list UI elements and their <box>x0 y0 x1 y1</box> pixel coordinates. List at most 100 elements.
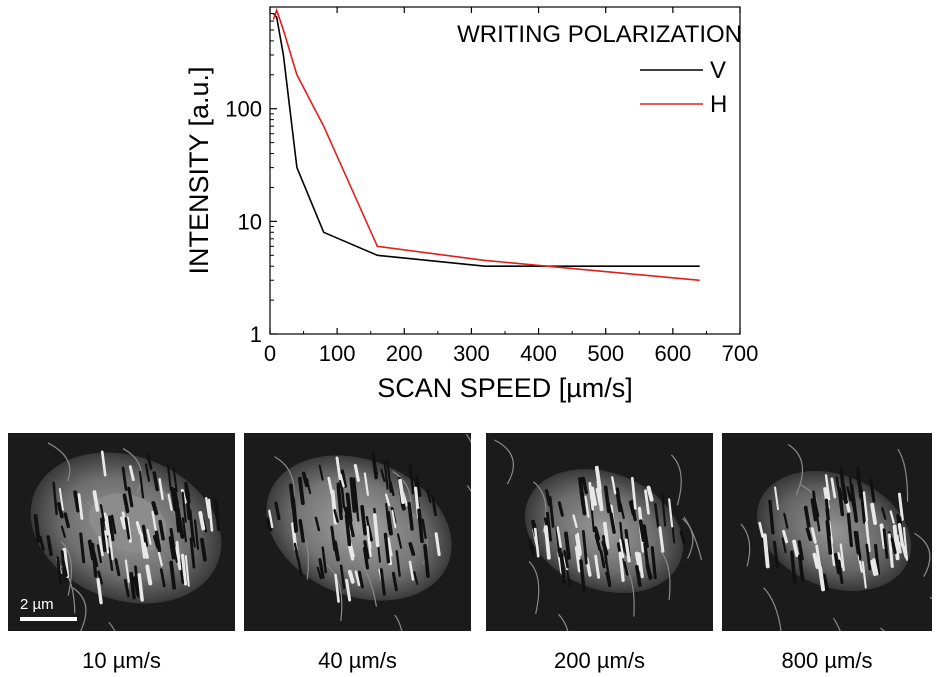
nanograting-groove <box>758 521 764 538</box>
nanograting-groove <box>584 495 590 518</box>
nanograting-groove <box>839 543 845 572</box>
nanograting-groove <box>60 525 66 538</box>
nanograting-groove <box>100 450 107 477</box>
nanograting-groove <box>144 463 151 482</box>
nanograting-groove <box>119 516 126 530</box>
nanograting-groove <box>134 565 140 598</box>
nanograting-groove <box>141 524 149 548</box>
nanograting-groove <box>384 493 391 507</box>
nanograting-groove <box>642 524 649 549</box>
nanograting-groove <box>318 464 324 481</box>
nanograting-groove <box>762 533 770 569</box>
nanograting-groove <box>97 570 104 585</box>
nanograting-groove <box>92 490 100 512</box>
nanograting-groove <box>63 512 70 529</box>
nanograting-groove <box>293 542 300 561</box>
nanograting-groove <box>661 492 667 527</box>
nanograting-groove <box>588 481 595 511</box>
nanograting-groove <box>349 477 357 513</box>
surface-ripple <box>682 518 694 559</box>
x-tick-label-300: 300 <box>453 341 490 366</box>
nanograting-groove <box>184 482 191 504</box>
nanograting-groove <box>347 544 355 561</box>
nanograting-groove <box>334 573 340 603</box>
nanograting-groove <box>833 552 841 575</box>
nanograting-groove <box>103 512 110 536</box>
nanograting-groove <box>825 519 833 555</box>
nanograting-groove <box>167 493 173 512</box>
surface-ripple <box>72 587 87 631</box>
nanograting-groove <box>619 521 625 554</box>
nanograting-groove <box>768 499 775 535</box>
nanograting-groove <box>563 550 569 569</box>
surface-ripple <box>324 562 343 622</box>
nanograting-groove <box>158 478 164 501</box>
sem-texture <box>740 444 932 631</box>
nanograting-groove <box>108 532 114 561</box>
surface-ripple <box>558 613 569 631</box>
nanograting-groove <box>274 501 281 521</box>
scale-bar <box>20 617 77 621</box>
nanograting-groove <box>345 492 353 523</box>
y-tick-label-10: 10 <box>238 209 262 234</box>
nanograting-groove <box>556 526 562 548</box>
nanograting-groove <box>189 537 196 569</box>
nanograting-groove <box>896 534 902 554</box>
plot-frame <box>269 6 741 335</box>
nanograting-groove <box>881 507 887 520</box>
nanograting-groove <box>630 499 637 522</box>
nanograting-groove <box>157 551 163 567</box>
nanograting-groove <box>207 498 214 532</box>
nanograting-groove <box>190 525 196 548</box>
nanograting-groove <box>654 503 660 529</box>
nanograting-groove <box>333 509 339 523</box>
nanograting-groove <box>265 517 273 532</box>
nanograting-groove <box>333 540 340 562</box>
nanograting-groove <box>104 530 110 554</box>
nanograting-groove <box>815 509 821 532</box>
series-line-v <box>272 12 700 268</box>
nanograting-groove <box>594 554 601 579</box>
nanograting-groove <box>395 550 401 577</box>
surface-ripple <box>763 587 782 631</box>
nanograting-groove <box>181 517 188 543</box>
nanograting-groove <box>829 540 836 567</box>
nanograting-groove <box>137 572 144 602</box>
nanograting-groove <box>366 525 372 558</box>
nanograting-groove <box>61 559 68 577</box>
caption-800: 800 µm/s <box>781 648 873 673</box>
caption-10: 10 µm/s <box>82 648 161 673</box>
nanograting-groove <box>574 545 582 573</box>
nanograting-groove <box>413 571 419 586</box>
nanograting-groove <box>897 522 905 547</box>
nanograting-groove <box>314 516 321 532</box>
surface-ripple <box>465 433 471 444</box>
nanograting-groove <box>783 512 789 529</box>
nanograting-groove <box>596 480 604 512</box>
nanograting-groove <box>174 499 181 533</box>
x-tick-label-100: 100 <box>319 341 356 366</box>
nanograting-groove <box>158 519 165 541</box>
nanograting-groove <box>645 563 653 580</box>
nanograting-groove <box>345 578 352 602</box>
nanograting-groove <box>548 495 555 528</box>
nanograting-groove <box>772 540 779 570</box>
nanograting-groove <box>339 564 346 590</box>
surface-ripple <box>528 561 540 615</box>
nanograting-groove <box>574 534 582 557</box>
nanograting-groove <box>159 568 166 588</box>
nanograting-groove <box>879 523 887 550</box>
nanograting-groove <box>372 513 380 548</box>
nanograting-groove <box>634 551 642 572</box>
nanograting-groove <box>122 493 130 514</box>
x-axis-label: SCAN SPEED [µm/s] <box>377 373 633 403</box>
nanograting-groove <box>200 537 207 562</box>
nanograting-groove <box>579 559 586 592</box>
caption-200: 200 µm/s <box>554 648 645 673</box>
nanograting-groove <box>805 527 813 542</box>
nanograting-groove <box>609 512 616 534</box>
nanograting-groove <box>175 540 182 571</box>
nanograting-groove <box>882 528 889 559</box>
nanograting-groove <box>862 491 869 522</box>
nanograting-groove <box>316 566 322 580</box>
